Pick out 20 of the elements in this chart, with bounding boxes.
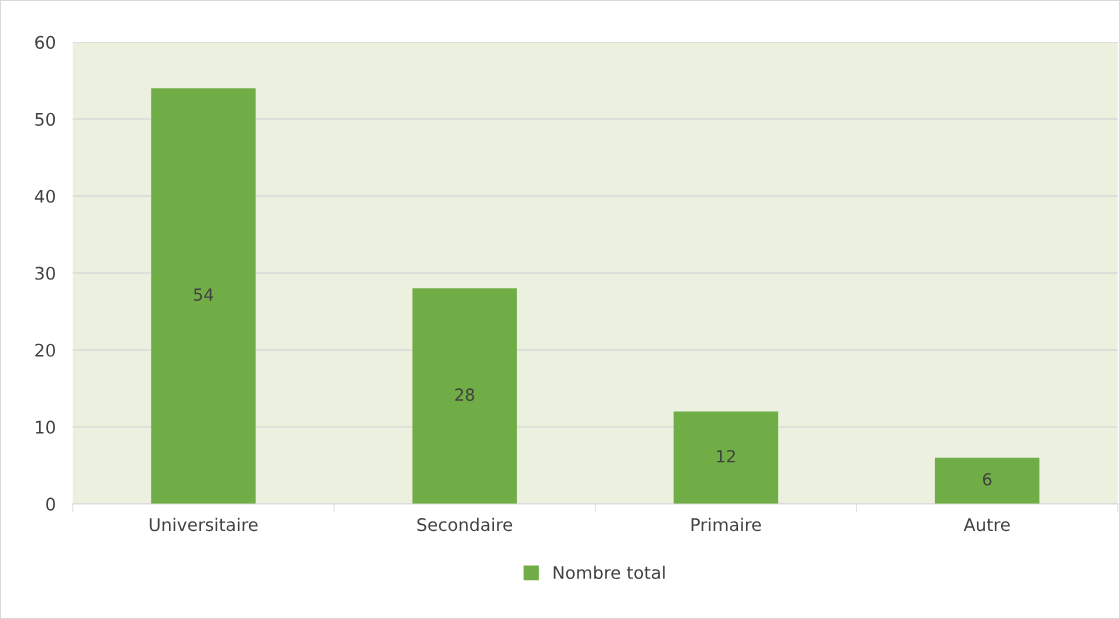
y-tick-label: 0 [46,497,55,511]
bar [934,457,1040,504]
data-label: 54 [194,288,214,301]
x-tick-label: Autre [963,518,1010,532]
data-label: 6 [983,473,992,486]
y-tick-label: 20 [35,343,55,357]
data-label: 12 [717,449,735,463]
y-tick-label: 50 [35,112,55,126]
x-tick-label: Secondaire [417,517,513,532]
x-tick-label: Universitaire [149,517,258,532]
bar [151,88,256,504]
data-label: 28 [455,388,475,401]
legend-label: Nombre total [553,565,665,580]
y-tick-label: 10 [35,420,55,434]
y-tick-label: 60 [35,35,55,49]
y-tick-label: 30 [35,266,55,280]
bar [673,411,779,504]
x-tick-label: Primaire [691,517,761,532]
y-tick-label: 40 [34,189,55,203]
bar [412,288,517,504]
